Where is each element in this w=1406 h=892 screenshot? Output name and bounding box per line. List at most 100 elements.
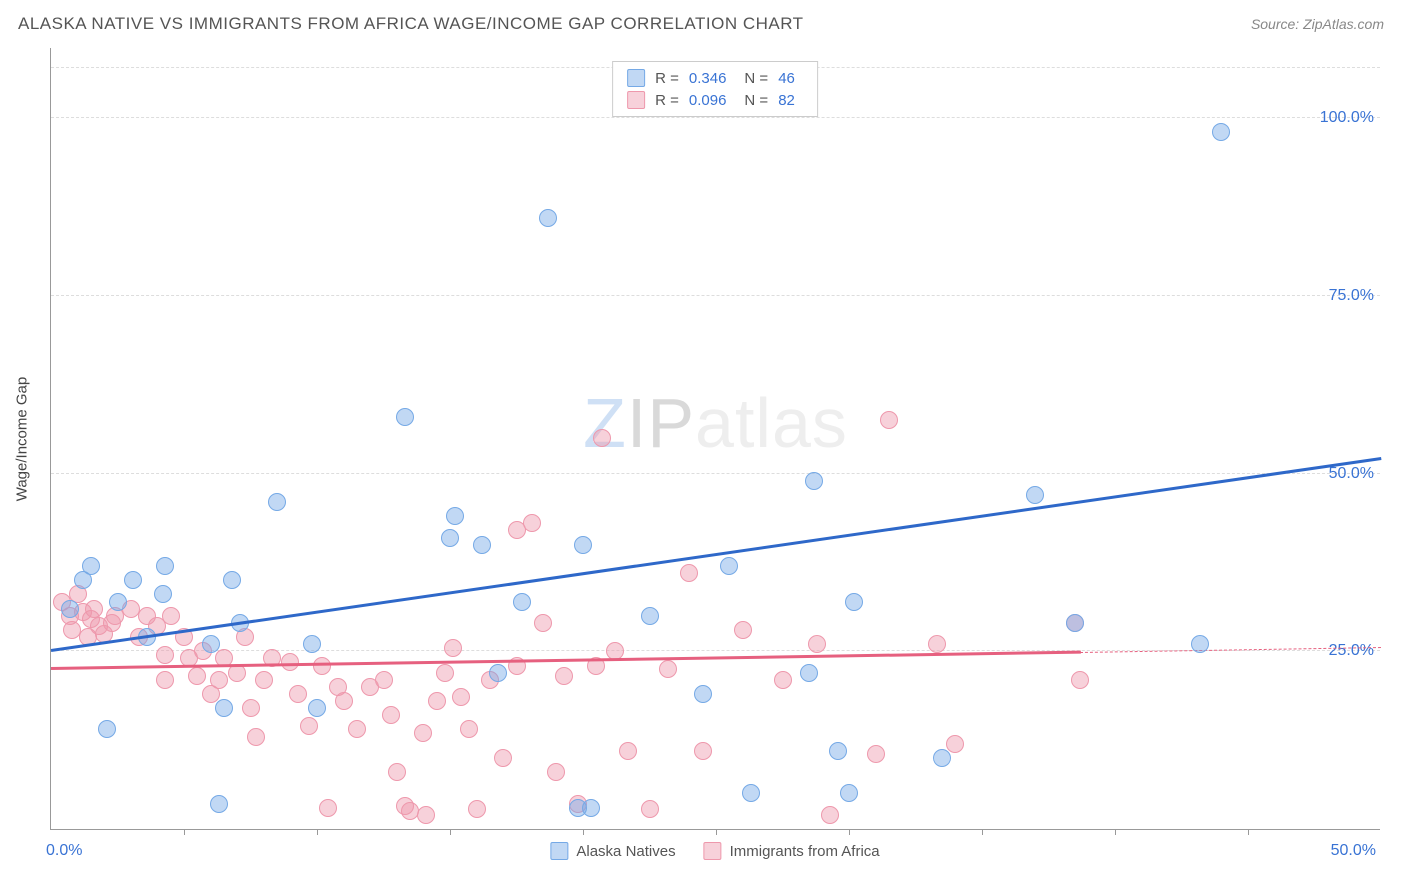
data-point-b	[547, 763, 565, 781]
data-point-b	[289, 685, 307, 703]
data-point-b	[641, 800, 659, 818]
data-point-a	[1212, 123, 1230, 141]
x-tick	[583, 829, 584, 835]
n-value-b: 82	[778, 92, 795, 109]
data-point-b	[946, 735, 964, 753]
data-point-a	[210, 795, 228, 813]
gridline	[51, 473, 1380, 474]
legend-swatch-b	[704, 842, 722, 860]
gridline	[51, 117, 1380, 118]
watermark: ZIPatlas	[583, 383, 848, 463]
data-point-a	[154, 585, 172, 603]
data-point-a	[845, 593, 863, 611]
n-label-a: N =	[744, 70, 768, 87]
data-point-b	[593, 429, 611, 447]
trend-line-a	[51, 457, 1381, 651]
x-axis-min-label: 0.0%	[46, 842, 82, 860]
n-label-b: N =	[744, 92, 768, 109]
data-point-b	[348, 720, 366, 738]
swatch-series-b	[627, 91, 645, 109]
data-point-b	[255, 671, 273, 689]
chart-title: ALASKA NATIVE VS IMMIGRANTS FROM AFRICA …	[18, 14, 804, 34]
data-point-b	[414, 724, 432, 742]
data-point-b	[85, 600, 103, 618]
x-tick	[184, 829, 185, 835]
data-point-a	[268, 493, 286, 511]
r-label-b: R =	[655, 92, 679, 109]
data-point-a	[473, 536, 491, 554]
data-point-a	[574, 536, 592, 554]
y-axis-label: Wage/Income Gap	[14, 377, 31, 502]
stats-row-a: R = 0.346 N = 46	[627, 67, 803, 89]
x-tick	[982, 829, 983, 835]
data-point-b	[188, 667, 206, 685]
data-point-a	[933, 749, 951, 767]
n-value-a: 46	[778, 70, 795, 87]
x-axis-max-label: 50.0%	[1331, 842, 1376, 860]
data-point-b	[162, 607, 180, 625]
data-point-a	[156, 557, 174, 575]
data-point-a	[1026, 486, 1044, 504]
gridline	[51, 295, 1380, 296]
data-point-a	[840, 784, 858, 802]
data-point-b	[680, 564, 698, 582]
data-point-b	[1071, 671, 1089, 689]
x-tick	[317, 829, 318, 835]
legend-swatch-a	[550, 842, 568, 860]
data-point-b	[436, 664, 454, 682]
y-tick-label: 75.0%	[1329, 287, 1374, 305]
data-point-a	[82, 557, 100, 575]
r-value-a: 0.346	[689, 70, 727, 87]
data-point-a	[829, 742, 847, 760]
data-point-b	[880, 411, 898, 429]
watermark-ip: IP	[627, 384, 695, 462]
data-point-b	[319, 799, 337, 817]
data-point-a	[61, 600, 79, 618]
data-point-a	[1066, 614, 1084, 632]
x-tick	[450, 829, 451, 835]
data-point-b	[401, 802, 419, 820]
x-tick	[849, 829, 850, 835]
data-point-a	[800, 664, 818, 682]
data-point-a	[1191, 635, 1209, 653]
data-point-b	[468, 800, 486, 818]
data-point-b	[156, 646, 174, 664]
x-tick	[1248, 829, 1249, 835]
data-point-a	[641, 607, 659, 625]
legend: Alaska Natives Immigrants from Africa	[550, 842, 879, 860]
x-tick	[1115, 829, 1116, 835]
data-point-a	[396, 408, 414, 426]
r-value-b: 0.096	[689, 92, 727, 109]
y-tick-label: 25.0%	[1329, 642, 1374, 660]
data-point-b	[156, 671, 174, 689]
data-point-a	[303, 635, 321, 653]
data-point-b	[494, 749, 512, 767]
data-point-a	[446, 507, 464, 525]
data-point-b	[444, 639, 462, 657]
data-point-a	[223, 571, 241, 589]
source-label: Source: ZipAtlas.com	[1251, 16, 1384, 32]
data-point-b	[247, 728, 265, 746]
data-point-a	[441, 529, 459, 547]
data-point-b	[210, 671, 228, 689]
data-point-a	[513, 593, 531, 611]
data-point-b	[659, 660, 677, 678]
data-point-b	[452, 688, 470, 706]
legend-item-a: Alaska Natives	[550, 842, 675, 860]
data-point-a	[694, 685, 712, 703]
data-point-b	[928, 635, 946, 653]
data-point-b	[694, 742, 712, 760]
y-tick-label: 100.0%	[1320, 109, 1374, 127]
data-point-a	[742, 784, 760, 802]
stats-row-b: R = 0.096 N = 82	[627, 89, 803, 111]
data-point-b	[460, 720, 478, 738]
data-point-b	[734, 621, 752, 639]
data-point-b	[375, 671, 393, 689]
watermark-z: Z	[583, 384, 627, 462]
swatch-series-a	[627, 69, 645, 87]
stats-box: R = 0.346 N = 46 R = 0.096 N = 82	[612, 61, 818, 117]
data-point-b	[382, 706, 400, 724]
data-point-b	[821, 806, 839, 824]
x-tick	[716, 829, 717, 835]
data-point-b	[335, 692, 353, 710]
